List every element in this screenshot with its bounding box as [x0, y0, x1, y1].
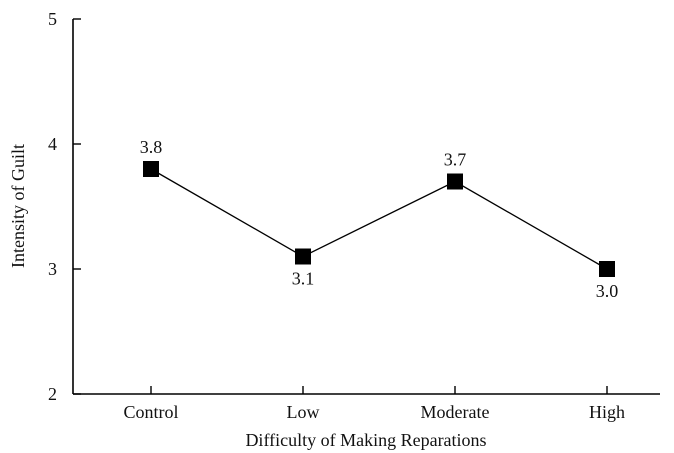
data-label: 3.1	[292, 269, 315, 289]
x-tick-label: Moderate	[421, 402, 490, 422]
y-axis-title: Intensity of Guilt	[8, 144, 28, 268]
series-line	[150, 168, 608, 270]
axes	[72, 19, 660, 395]
data-label: 3.8	[140, 137, 163, 157]
data-point-marker	[599, 261, 615, 277]
x-axis-title: Difficulty of Making Reparations	[245, 430, 486, 450]
y-tick-label: 2	[48, 384, 57, 404]
data-point-marker	[295, 248, 311, 265]
x-tick-label: High	[589, 402, 625, 422]
data-label: 3.7	[444, 150, 467, 170]
data-point-marker	[143, 161, 159, 177]
y-axis-ticks: 2 3 4 5	[48, 9, 81, 404]
y-tick-label: 4	[48, 134, 57, 154]
data-point-marker	[447, 173, 463, 190]
series-layer	[143, 161, 615, 277]
y-tick-label: 3	[48, 259, 57, 279]
x-tick-label: Control	[123, 402, 178, 422]
y-tick-label: 5	[48, 9, 57, 29]
data-label: 3.0	[596, 281, 619, 301]
data-labels: 3.8 3.1 3.7 3.0	[140, 137, 619, 301]
x-axis-ticks: Control Low Moderate High	[123, 386, 625, 422]
x-tick-label: Low	[287, 402, 320, 422]
